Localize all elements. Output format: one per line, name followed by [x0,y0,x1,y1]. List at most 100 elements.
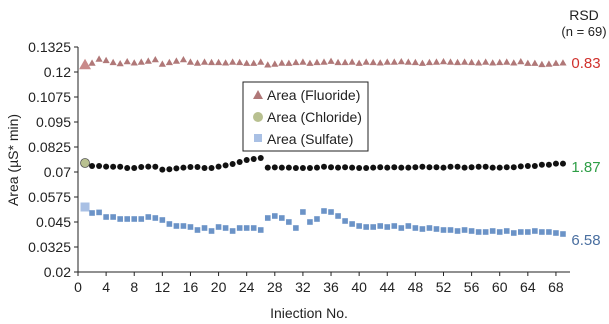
chloride-point [363,165,370,171]
sulfate-point [243,225,250,231]
fluoride-point [236,58,244,66]
chloride-point [257,155,264,161]
chloride-point [461,164,468,171]
sulfate-point [286,219,292,225]
sulfate-point [377,223,384,229]
legend-box [242,81,369,152]
fluoride-point [538,60,546,68]
chloride-point [391,164,398,171]
sulfate-point [489,228,496,234]
x-tick-label: 40 [351,279,367,295]
chloride-point [440,164,447,171]
chloride-point [328,164,335,171]
sulfate-point [342,218,348,224]
sulfate-point [553,230,559,236]
fluoride-point [278,59,286,66]
sulfate-point [433,226,440,232]
x-tick-label: 16 [183,279,199,295]
x-axis-label: Iniection No. [270,305,348,321]
sulfate-point [180,223,187,229]
sulfate-point [525,229,531,235]
chloride-point [187,164,194,170]
fluoride-point [397,58,405,65]
sulfate-point [384,224,391,230]
y-tick-label: 0.045 [36,214,71,230]
fluoride-point [250,59,258,66]
legend-fluoride: Area (Fluoride) [267,87,360,103]
chloride-point [159,166,166,173]
sulfate-point [510,230,517,236]
sulfate-point [173,223,180,229]
fluoride-point [559,59,567,66]
sulfate-point [447,227,454,233]
chloride-point [454,163,461,170]
sulfate-point [546,229,552,235]
x-tick-label: 24 [239,279,255,295]
sulfate-point [518,229,524,235]
fluoride-point [425,58,434,66]
legend-circle-icon [253,112,263,122]
fluoride-point [418,59,426,66]
fluoride-point [144,57,152,64]
chloride-point [552,160,559,167]
chloride-point [229,161,236,167]
rsd-value: 0.83 [571,55,600,72]
fluoride-point [489,59,497,66]
chloride-point [131,165,138,171]
fluoride-point [102,56,110,64]
chloride-point [250,156,257,162]
chloride-point [292,165,299,171]
fluoride-point [320,58,328,65]
fluoride-point [468,58,476,66]
x-tick-label: 8 [130,279,138,295]
fluoride-point [306,59,314,66]
fluoride-point [88,59,96,66]
sulfate-point [138,216,145,222]
chloride-point [278,164,285,171]
chloride-point [503,164,510,171]
chloride-point [166,166,173,173]
sulfate-point [152,215,159,221]
chloride-point [531,163,538,169]
x-tick-label: 68 [548,279,564,295]
fluoride-point [243,59,251,66]
sulfate-point [272,213,278,219]
fluoride-point [151,56,159,63]
sulfate-point [300,209,306,215]
x-tick-label: 32 [295,279,311,295]
chloride-point [299,165,306,171]
rsd-subheader: (n = 69) [561,24,606,39]
chloride-point [243,157,250,163]
fluoride-point [186,58,195,65]
chloride-point [496,164,503,171]
x-tick-label: 0 [74,279,82,295]
sulfate-point [335,213,341,219]
chloride-point [222,162,229,169]
sulfate-point [215,224,222,230]
sulfate-point [440,227,447,233]
chloride-point [152,163,159,170]
sulfate-point [503,228,510,234]
chloride-point [215,163,222,170]
sulfate-point [391,223,398,229]
fluoride-point [439,58,448,65]
x-tick-label: 4 [102,279,110,295]
x-tick-label: 12 [155,279,171,295]
sulfate-point [398,225,405,231]
rsd-value: 6.58 [571,232,600,249]
chloride-point [398,164,405,171]
fluoride-point [411,58,419,66]
fluoride-point [137,58,145,65]
y-tick-label: 0.0825 [28,139,71,155]
fluoride-point [355,59,363,66]
chloride-point [405,164,412,171]
y-tick-label: 0.02 [44,264,71,280]
fluoride-point [200,58,209,65]
sulfate-point [117,216,123,222]
fluoride-point [264,61,272,68]
fluoride-point [292,58,300,66]
plot-axes [77,47,570,273]
fluoride-point [362,58,370,65]
chloride-point [236,159,243,165]
chloride-point [524,163,531,169]
